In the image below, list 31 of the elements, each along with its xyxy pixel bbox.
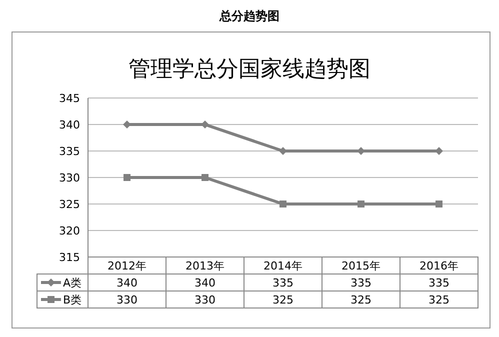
y-tick-label: 330 bbox=[59, 171, 80, 184]
y-tick-label: 345 bbox=[59, 92, 80, 105]
x-tick-label: 2012年 bbox=[108, 259, 146, 272]
data-label: 340 bbox=[194, 276, 216, 290]
legend-label: B类 bbox=[63, 293, 82, 306]
y-tick-label: 320 bbox=[59, 224, 80, 238]
chart-subtitle: 管理学总分国家线趋势图 bbox=[128, 57, 370, 82]
y-tick-label: 335 bbox=[59, 144, 80, 158]
point bbox=[436, 200, 442, 208]
data-label: 335 bbox=[272, 276, 294, 290]
y-tick-label: 340 bbox=[59, 118, 80, 132]
legend-label: A类 bbox=[63, 276, 82, 290]
point bbox=[280, 200, 286, 208]
x-tick-label: 2013年 bbox=[186, 259, 224, 272]
chart-title: 总分趋势图 bbox=[218, 9, 280, 23]
data-label: 335 bbox=[350, 276, 372, 290]
x-tick-label: 2016年 bbox=[420, 259, 458, 272]
x-tick-label: 2015年 bbox=[342, 259, 380, 272]
point bbox=[124, 174, 130, 181]
data-label: 335 bbox=[428, 276, 450, 290]
point bbox=[358, 200, 364, 208]
data-label: 330 bbox=[194, 293, 216, 306]
point bbox=[202, 174, 208, 181]
data-label: 325 bbox=[350, 293, 372, 306]
data-label: 325 bbox=[428, 293, 450, 306]
data-label: 325 bbox=[272, 293, 294, 306]
data-label: 340 bbox=[116, 276, 138, 290]
y-tick-label: 325 bbox=[59, 198, 80, 211]
y-tick-label: 315 bbox=[59, 250, 80, 264]
data-label: 330 bbox=[116, 293, 138, 306]
x-tick-label: 2014年 bbox=[264, 259, 302, 272]
